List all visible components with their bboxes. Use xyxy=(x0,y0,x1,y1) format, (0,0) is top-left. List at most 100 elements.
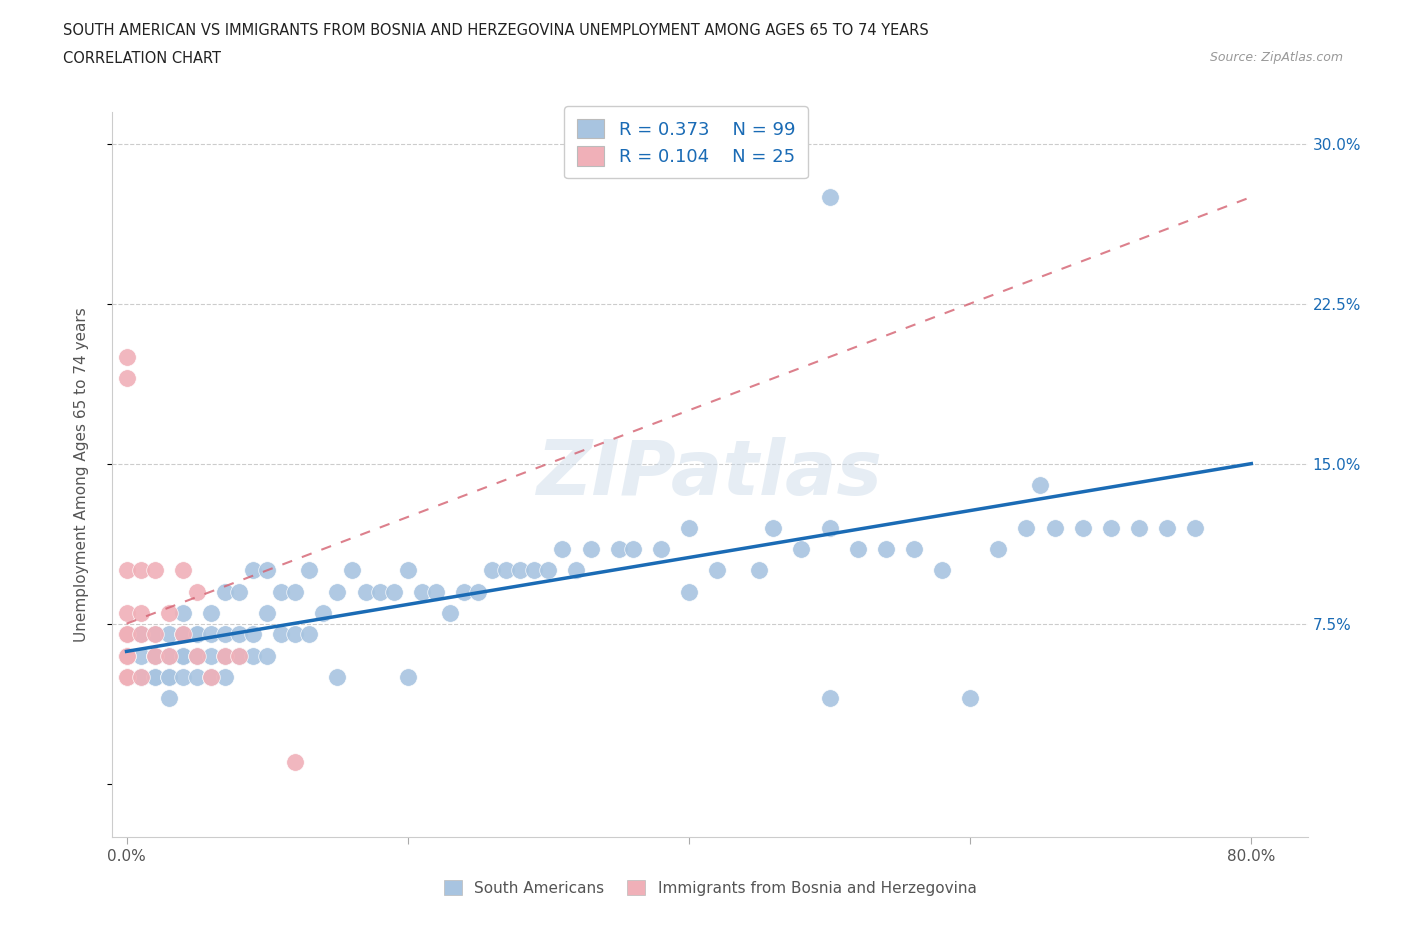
Point xyxy=(143,670,166,684)
Point xyxy=(129,627,152,642)
Point xyxy=(467,584,489,599)
Point xyxy=(650,541,672,556)
Point xyxy=(875,541,897,556)
Point xyxy=(382,584,405,599)
Point xyxy=(143,563,166,578)
Point xyxy=(959,691,981,706)
Point xyxy=(172,627,194,642)
Point xyxy=(762,520,785,535)
Point xyxy=(256,605,278,620)
Point xyxy=(903,541,925,556)
Point xyxy=(200,670,222,684)
Point xyxy=(157,670,180,684)
Point xyxy=(129,670,152,684)
Point xyxy=(270,627,292,642)
Point xyxy=(143,648,166,663)
Point xyxy=(186,627,208,642)
Point xyxy=(340,563,363,578)
Point xyxy=(678,584,700,599)
Point xyxy=(214,584,236,599)
Point xyxy=(411,584,433,599)
Point xyxy=(172,670,194,684)
Point xyxy=(186,584,208,599)
Point xyxy=(368,584,391,599)
Point xyxy=(242,563,264,578)
Point xyxy=(157,648,180,663)
Point xyxy=(115,648,138,663)
Point xyxy=(186,648,208,663)
Point xyxy=(143,648,166,663)
Point xyxy=(200,670,222,684)
Point xyxy=(425,584,447,599)
Point xyxy=(256,648,278,663)
Point xyxy=(129,605,152,620)
Point xyxy=(172,627,194,642)
Point xyxy=(1156,520,1178,535)
Point xyxy=(172,563,194,578)
Point xyxy=(115,648,138,663)
Point xyxy=(818,691,841,706)
Point xyxy=(509,563,531,578)
Point xyxy=(396,670,419,684)
Point xyxy=(579,541,602,556)
Point xyxy=(115,648,138,663)
Point xyxy=(129,648,152,663)
Point xyxy=(537,563,560,578)
Point xyxy=(298,563,321,578)
Point xyxy=(846,541,869,556)
Point xyxy=(551,541,574,556)
Point xyxy=(115,648,138,663)
Point xyxy=(453,584,475,599)
Point xyxy=(143,627,166,642)
Point xyxy=(115,627,138,642)
Point xyxy=(200,648,222,663)
Text: CORRELATION CHART: CORRELATION CHART xyxy=(63,51,221,66)
Point xyxy=(1029,477,1052,492)
Point xyxy=(172,648,194,663)
Point xyxy=(284,584,307,599)
Point xyxy=(1128,520,1150,535)
Point xyxy=(115,670,138,684)
Point xyxy=(1015,520,1038,535)
Y-axis label: Unemployment Among Ages 65 to 74 years: Unemployment Among Ages 65 to 74 years xyxy=(75,307,89,642)
Point xyxy=(228,648,250,663)
Point xyxy=(186,648,208,663)
Point xyxy=(157,691,180,706)
Point xyxy=(1184,520,1206,535)
Point xyxy=(326,670,349,684)
Point xyxy=(284,627,307,642)
Point xyxy=(115,670,138,684)
Legend: South Americans, Immigrants from Bosnia and Herzegovina: South Americans, Immigrants from Bosnia … xyxy=(437,874,983,902)
Point xyxy=(1071,520,1094,535)
Point xyxy=(270,584,292,599)
Point xyxy=(256,563,278,578)
Point xyxy=(157,605,180,620)
Point xyxy=(298,627,321,642)
Point xyxy=(818,190,841,205)
Point xyxy=(214,627,236,642)
Text: SOUTH AMERICAN VS IMMIGRANTS FROM BOSNIA AND HERZEGOVINA UNEMPLOYMENT AMONG AGES: SOUTH AMERICAN VS IMMIGRANTS FROM BOSNIA… xyxy=(63,23,929,38)
Point xyxy=(115,563,138,578)
Point xyxy=(790,541,813,556)
Point xyxy=(706,563,728,578)
Point xyxy=(115,627,138,642)
Point xyxy=(495,563,517,578)
Point xyxy=(228,627,250,642)
Point xyxy=(987,541,1010,556)
Point xyxy=(157,648,180,663)
Point xyxy=(214,670,236,684)
Point xyxy=(143,627,166,642)
Point xyxy=(172,605,194,620)
Point xyxy=(931,563,953,578)
Point xyxy=(115,670,138,684)
Point xyxy=(157,670,180,684)
Text: Source: ZipAtlas.com: Source: ZipAtlas.com xyxy=(1209,51,1343,64)
Point xyxy=(439,605,461,620)
Point xyxy=(312,605,335,620)
Point xyxy=(115,605,138,620)
Point xyxy=(143,670,166,684)
Point xyxy=(143,648,166,663)
Point xyxy=(214,648,236,663)
Point xyxy=(621,541,644,556)
Point xyxy=(565,563,588,578)
